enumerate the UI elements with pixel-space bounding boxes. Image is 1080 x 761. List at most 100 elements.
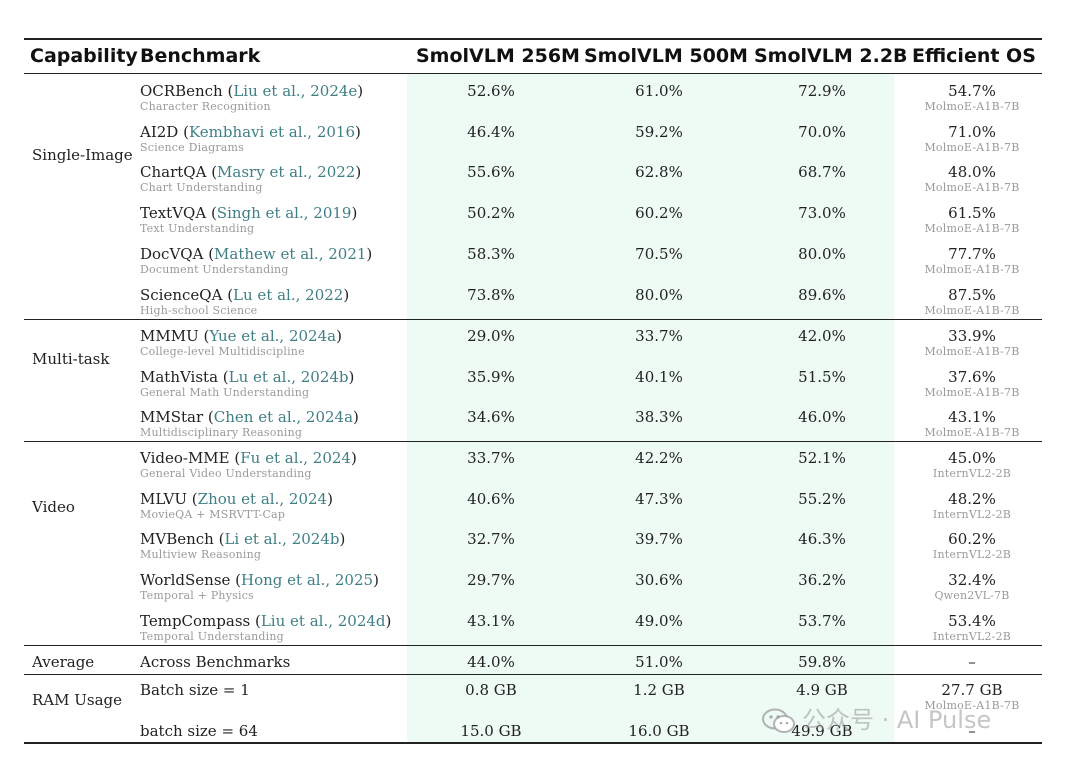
score-cell: 58.3%	[467, 245, 515, 263]
benchmark-description: Temporal + Physics	[140, 589, 254, 602]
ram-2-500m: 16.0 GB	[628, 722, 690, 740]
ram-1-500m: 1.2 GB	[633, 681, 685, 699]
score-cell: 51.5%	[798, 368, 846, 386]
citation-open-paren: (	[203, 245, 215, 263]
citation-close-paren: )	[348, 368, 355, 386]
average-label: Average	[32, 653, 95, 671]
score-cell: 55.2%	[798, 490, 846, 508]
header-efficient-os: Efficient OS	[912, 45, 1036, 67]
score-cell: 34.6%	[467, 408, 515, 426]
efficient-os-model: InternVL2-2B	[932, 548, 1012, 561]
wechat-icon	[762, 708, 795, 733]
header-capability: Capability	[30, 45, 138, 67]
efficient-os-model: MolmoE-A1B-7B	[924, 100, 1020, 113]
efficient-os-model: Qwen2VL-7B	[934, 589, 1010, 602]
score-cell: 60.2%	[635, 204, 683, 222]
score-cell: 29.7%	[467, 571, 515, 589]
header-smolvlm-500m: SmolVLM 500M	[584, 45, 748, 67]
benchmark-description: College-level Multidiscipline	[140, 345, 305, 358]
citation-link: Hong et al., 2025	[241, 571, 374, 589]
benchmark-description: Science Diagrams	[140, 141, 245, 154]
benchmark-description: Character Recognition	[140, 100, 271, 113]
efficient-os-score: 53.4%	[948, 612, 996, 630]
score-cell: 80.0%	[635, 286, 683, 304]
top-rule	[24, 38, 1042, 40]
citation-open-paren: (	[213, 530, 225, 548]
efficient-os-model: MolmoE-A1B-7B	[924, 304, 1020, 317]
citation-link: Liu et al., 2024e	[233, 82, 358, 100]
citation-close-paren: )	[366, 245, 373, 263]
capability-label: Multi-task	[32, 350, 110, 368]
efficient-os-model: InternVL2-2B	[932, 630, 1012, 643]
citation-link: Li et al., 2024b	[224, 530, 340, 548]
score-cell: 46.0%	[798, 408, 846, 426]
benchmark-name: WorldSense	[140, 571, 231, 589]
score-cell: 70.5%	[635, 245, 683, 263]
average-bench: Across Benchmarks	[140, 653, 291, 671]
score-cell: 40.1%	[635, 368, 683, 386]
benchmark-name: ChartQA	[140, 163, 207, 181]
efficient-os-model: MolmoE-A1B-7B	[924, 263, 1020, 276]
efficient-os-model: MolmoE-A1B-7B	[924, 222, 1020, 235]
benchmark-name-cell: TempCompass (Liu et al., 2024d)	[140, 612, 391, 630]
score-cell: 47.3%	[635, 490, 683, 508]
efficient-os-model: MolmoE-A1B-7B	[924, 345, 1020, 358]
header-smolvlm-2-2b: SmolVLM 2.2B	[754, 45, 908, 67]
citation-close-paren: )	[385, 612, 392, 630]
efficient-os-score: 37.6%	[948, 368, 996, 386]
benchmark-name-cell: AI2D (Kembhavi et al., 2016)	[140, 123, 361, 141]
benchmark-name: MMStar	[140, 408, 204, 426]
citation-close-paren: )	[355, 123, 361, 141]
citation-open-paren: (	[222, 286, 234, 304]
benchmark-description: General Video Understanding	[140, 467, 312, 480]
citation-close-paren: )	[350, 449, 357, 467]
score-cell: 39.7%	[635, 530, 683, 548]
citation-link: Singh et al., 2019	[216, 204, 352, 222]
bottom-rule	[24, 742, 1042, 744]
citation-open-paren: (	[206, 204, 217, 222]
citation-link: Kembhavi et al., 2016	[188, 123, 355, 141]
citation-open-paren: (	[218, 368, 229, 386]
watermark: 公众号 · AI Pulse	[762, 700, 991, 735]
citation-close-paren: )	[353, 408, 359, 426]
benchmark-name: DocVQA	[140, 245, 204, 263]
benchmark-name: MLVU	[140, 490, 188, 508]
efficient-os-score: 48.0%	[948, 163, 996, 181]
benchmark-name-cell: MLVU (Zhou et al., 2024)	[140, 490, 333, 508]
group-rule-3	[24, 645, 1042, 646]
score-cell: 62.8%	[635, 163, 683, 181]
benchmark-name-cell: MVBench (Li et al., 2024b)	[140, 530, 345, 548]
citation-open-paren: (	[230, 571, 242, 589]
score-cell: 72.9%	[798, 82, 846, 100]
score-cell: 29.0%	[467, 327, 515, 345]
watermark-text: 公众号 · AI Pulse	[802, 706, 992, 734]
score-cell: 73.0%	[798, 204, 846, 222]
ram-1-256m: 0.8 GB	[465, 681, 517, 699]
benchmark-name: MVBench	[140, 530, 214, 548]
citation-link: Chen et al., 2024a	[213, 408, 354, 426]
score-cell: 80.0%	[798, 245, 846, 263]
citation-open-paren: (	[222, 82, 234, 100]
score-cell: 33.7%	[467, 449, 515, 467]
score-cell: 30.6%	[635, 571, 683, 589]
average-500m: 51.0%	[635, 653, 683, 671]
score-cell: 40.6%	[467, 490, 515, 508]
capability-label: Video	[32, 498, 75, 516]
score-cell: 50.2%	[467, 204, 515, 222]
citation-close-paren: )	[355, 163, 362, 181]
citation-close-paren: )	[336, 327, 342, 345]
benchmark-name: Video-MME	[140, 449, 230, 467]
score-cell: 55.6%	[467, 163, 515, 181]
score-cell: 32.7%	[467, 530, 515, 548]
score-cell: 43.1%	[467, 612, 515, 630]
ram-1-os: 27.7 GB	[941, 681, 1003, 699]
benchmark-name-cell: DocVQA (Mathew et al., 2021)	[140, 245, 372, 263]
group-rule-1	[24, 319, 1042, 320]
benchmark-description: Multidisciplinary Reasoning	[140, 426, 303, 439]
score-cell: 38.3%	[635, 408, 683, 426]
citation-open-paren: (	[229, 449, 241, 467]
ram-bench-2: batch size = 64	[140, 722, 258, 740]
score-cell: 53.7%	[798, 612, 846, 630]
citation-open-paren: (	[178, 123, 189, 141]
benchmark-name-cell: MMStar (Chen et al., 2024a)	[140, 408, 359, 426]
